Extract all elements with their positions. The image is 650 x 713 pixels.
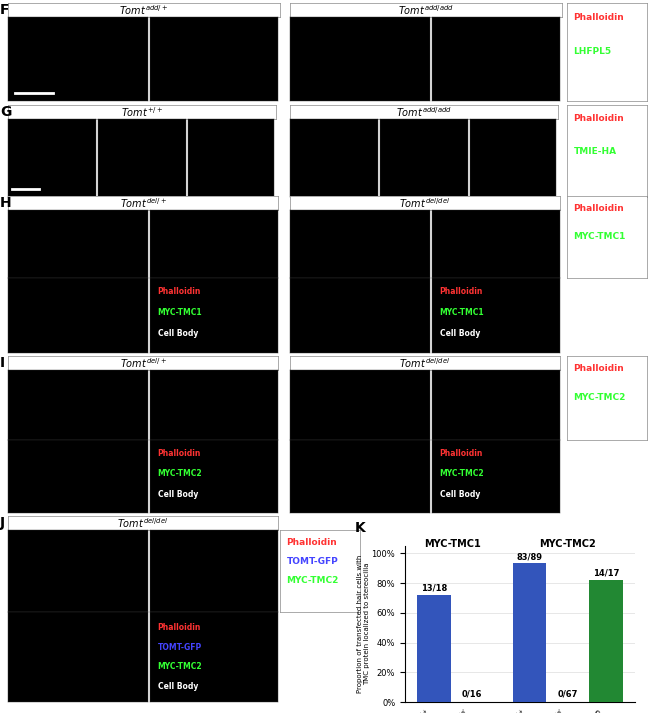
Text: $Tomt^{add/add}$: $Tomt^{add/add}$ [396,105,452,119]
Text: Phalloidin: Phalloidin [573,14,624,22]
Text: K: K [355,521,366,535]
Text: MYC-TMC1: MYC-TMC1 [573,232,626,242]
Text: Phalloidin: Phalloidin [158,448,201,458]
Text: G: G [0,105,12,119]
Y-axis label: Proportion of transfected hair cells with
TMC protein localized to stereocilia: Proportion of transfected hair cells wit… [357,555,370,693]
Text: Stereocilia: Stereocilia [573,261,628,270]
Text: $Tomt^{add/+}$: $Tomt^{add/+}$ [120,3,168,17]
Text: 13/18: 13/18 [421,583,447,593]
Text: 14/17: 14/17 [593,568,619,578]
Text: 0/16: 0/16 [462,689,482,698]
Text: F: F [0,3,10,17]
Text: Cell Body: Cell Body [439,329,480,338]
Text: MYC-TMC2: MYC-TMC2 [158,662,202,672]
Text: LHFPL5: LHFPL5 [573,48,612,56]
Text: TOMT-GFP: TOMT-GFP [287,557,338,566]
Text: MYC-TMC2: MYC-TMC2 [540,539,596,549]
Text: J: J [0,516,5,530]
Text: Phalloidin: Phalloidin [573,114,624,123]
Text: H: H [0,196,12,210]
Text: Cell Body: Cell Body [439,490,480,498]
Text: $Tomt^{del/del}$: $Tomt^{del/del}$ [118,516,168,530]
Text: $Tomt^{+/+}$: $Tomt^{+/+}$ [121,105,163,119]
Text: MYC-TMC2: MYC-TMC2 [287,576,339,585]
Text: Stereocilia: Stereocilia [287,595,341,604]
Text: $Tomt^{add/add}$: $Tomt^{add/add}$ [398,3,454,17]
Text: TOMT-GFP: TOMT-GFP [158,642,202,652]
Text: Phalloidin: Phalloidin [287,538,337,547]
Text: MYC-TMC1: MYC-TMC1 [439,308,484,317]
Bar [590,580,623,702]
Text: 0/67: 0/67 [558,689,578,698]
Text: $Tomt^{del/+}$: $Tomt^{del/+}$ [120,356,166,370]
Text: MYC-TMC1: MYC-TMC1 [158,308,202,317]
Text: MYC-TMC2: MYC-TMC2 [573,394,626,403]
Text: $Tomt^{del/del}$: $Tomt^{del/del}$ [400,356,450,370]
Text: Cell Body: Cell Body [158,490,198,498]
Text: Stereocilia: Stereocilia [573,423,628,432]
Text: $Tomt^{del/+}$: $Tomt^{del/+}$ [120,196,166,210]
Text: Phalloidin: Phalloidin [158,287,201,296]
Text: Cell Body: Cell Body [158,329,198,338]
Text: TMIE-HA: TMIE-HA [573,146,616,155]
Text: Stereocilia: Stereocilia [573,82,628,91]
Text: MYC-TMC2: MYC-TMC2 [158,469,202,478]
Bar [513,563,547,702]
Bar [417,595,450,702]
Text: I: I [0,356,5,370]
Text: Phalloidin: Phalloidin [573,204,624,212]
Text: Phalloidin: Phalloidin [439,448,483,458]
Text: Phalloidin: Phalloidin [439,287,483,296]
Text: 83/89: 83/89 [517,552,543,561]
Text: Phalloidin: Phalloidin [573,364,624,373]
Text: MYC-TMC1: MYC-TMC1 [424,539,481,549]
Text: MYC-TMC2: MYC-TMC2 [439,469,484,478]
Text: Stereocilia: Stereocilia [573,179,628,188]
Text: $Tomt^{del/del}$: $Tomt^{del/del}$ [400,196,450,210]
Text: Cell Body: Cell Body [158,682,198,691]
Text: Phalloidin: Phalloidin [158,622,201,632]
